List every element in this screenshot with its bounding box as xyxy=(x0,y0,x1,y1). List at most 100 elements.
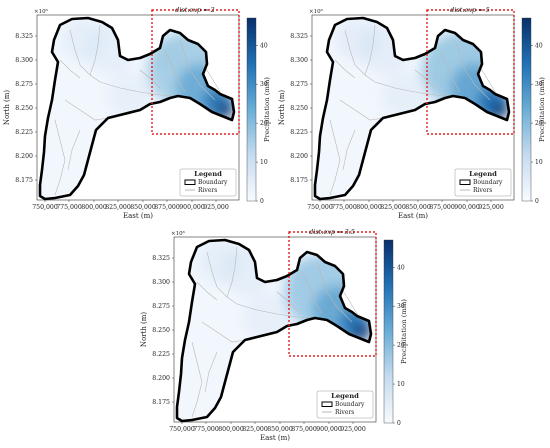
legend-boundary-swatch xyxy=(184,179,196,185)
colorbar-tick-label: 30 xyxy=(397,303,405,310)
y-tick-label: 8.325 xyxy=(15,33,33,40)
colorbar-tick-label: 0 xyxy=(535,198,539,205)
colorbar-tick-label: 40 xyxy=(260,42,268,49)
x-tick-label: 850,000 xyxy=(267,426,293,433)
map-svg: dist.exp = 2 ×10⁶ 8.325 8.300 8.275 8.250 8.22… xyxy=(3,6,271,220)
y-tick-label: 8.200 xyxy=(15,153,33,160)
y-tick-label: 8.325 xyxy=(290,33,308,40)
rivers-layer xyxy=(329,24,498,196)
y-tick-label: 8.200 xyxy=(152,375,170,382)
y-tick-label: 8.250 xyxy=(152,327,170,334)
x-tick-label: 900,000 xyxy=(454,204,480,211)
y-axis-label: North (m) xyxy=(140,312,148,348)
colorbar-tick-label: 30 xyxy=(535,81,543,88)
y-tick-label: 8.175 xyxy=(152,399,170,406)
y-tick-label: 8.175 xyxy=(290,177,308,184)
colorbar-label: Precipitation (mm) xyxy=(400,299,408,364)
x-tick-label: 925,000 xyxy=(478,204,504,211)
highlight-box xyxy=(288,231,377,357)
x-tick-label: 850,000 xyxy=(405,204,431,211)
x-tick-label: 775,000 xyxy=(56,204,82,211)
colorbar-label: Precipitation (mm) xyxy=(538,77,546,142)
legend-item-label: Rivers xyxy=(473,187,492,194)
y-axis-label: North (m) xyxy=(278,90,286,126)
colorbar-tick-label: 20 xyxy=(260,120,268,127)
legend-item-label: Rivers xyxy=(335,409,354,416)
rivers-layer xyxy=(191,246,360,418)
colorbar-tick-label: 10 xyxy=(535,159,543,166)
y-tick-label: 8.225 xyxy=(15,129,33,136)
map-panel-dist-exp-3-5: dist.exp = 3.5 ×10⁶ 8.325 8.300 8.275 8.250 8.… xyxy=(137,222,412,442)
legend-title: Legend xyxy=(331,392,359,400)
panel-title: dist.exp = 5 xyxy=(450,6,490,14)
x-tick-label: 925,000 xyxy=(203,204,229,211)
y-axis-multiplier: ×10⁶ xyxy=(171,230,186,237)
legend-item-label: Rivers xyxy=(198,187,217,194)
colorbar-tick-label: 10 xyxy=(260,159,268,166)
y-tick-label: 8.225 xyxy=(152,351,170,358)
rivers-layer xyxy=(54,24,223,196)
x-tick-label: 900,000 xyxy=(179,204,205,211)
x-tick-label: 800,000 xyxy=(218,426,244,433)
watershed-boundary xyxy=(38,16,236,201)
x-tick-label: 875,000 xyxy=(154,204,180,211)
highlight-box xyxy=(426,9,515,135)
x-tick-label: 775,000 xyxy=(331,204,357,211)
colorbar-tick-label: 0 xyxy=(260,198,264,205)
colorbar xyxy=(383,239,394,424)
x-tick-label: 750,000 xyxy=(307,204,333,211)
y-tick-label: 8.275 xyxy=(290,81,308,88)
colorbar-tick-label: 40 xyxy=(535,42,543,49)
watershed-boundary xyxy=(313,16,511,201)
colorbar xyxy=(246,17,257,202)
y-tick-label: 8.275 xyxy=(15,81,33,88)
colorbar-tick-label: 20 xyxy=(397,342,405,349)
legend-item-label: Boundary xyxy=(198,179,228,186)
x-tick-label: 750,000 xyxy=(169,426,195,433)
x-tick-label: 800,000 xyxy=(356,204,382,211)
x-tick-label: 850,000 xyxy=(130,204,156,211)
y-axis-label: North (m) xyxy=(3,90,11,126)
map-panel-dist-exp-5: dist.exp = 5 ×10⁶ 8.325 8.300 8.275 8.250 8.22… xyxy=(275,0,550,222)
colorbar-tick-label: 30 xyxy=(260,81,268,88)
legend-title: Legend xyxy=(469,170,497,178)
y-tick-label: 8.175 xyxy=(15,177,33,184)
legend-boundary-swatch xyxy=(321,401,333,407)
y-tick-label: 8.300 xyxy=(15,57,33,64)
panel-title: dist.exp = 3.5 xyxy=(309,228,355,236)
colorbar-label: Precipitation (mm) xyxy=(263,77,271,142)
x-tick-label: 875,000 xyxy=(429,204,455,211)
colorbar xyxy=(521,17,532,202)
colorbar-tick-label: 10 xyxy=(397,381,405,388)
y-tick-label: 8.250 xyxy=(290,105,308,112)
map-svg: dist.exp = 3.5 ×10⁶ 8.325 8.300 8.275 8.250 8.… xyxy=(140,228,408,442)
highlight-box xyxy=(151,9,240,135)
x-tick-label: 925,000 xyxy=(340,426,366,433)
y-tick-label: 8.275 xyxy=(152,303,170,310)
x-tick-label: 775,000 xyxy=(193,426,219,433)
x-axis-label: East (m) xyxy=(398,212,428,220)
colorbar-tick-label: 0 xyxy=(397,420,401,427)
y-axis-multiplier: ×10⁶ xyxy=(309,8,324,15)
x-axis-label: East (m) xyxy=(260,434,290,442)
map-svg: dist.exp = 5 ×10⁶ 8.325 8.300 8.275 8.250 8.22… xyxy=(278,6,546,220)
legend-boundary-swatch xyxy=(459,179,471,185)
legend-item-label: Boundary xyxy=(473,179,503,186)
panel-title: dist.exp = 2 xyxy=(175,6,215,14)
legend-title: Legend xyxy=(194,170,222,178)
y-tick-label: 8.200 xyxy=(290,153,308,160)
colorbar-tick-label: 20 xyxy=(535,120,543,127)
colorbar-tick-label: 40 xyxy=(397,264,405,271)
watershed-boundary xyxy=(175,238,373,423)
x-axis-label: East (m) xyxy=(123,212,153,220)
x-tick-label: 750,000 xyxy=(32,204,58,211)
map-panel-dist-exp-2: dist.exp = 2 ×10⁶ 8.325 8.300 8.275 8.250 8.22… xyxy=(0,0,275,222)
y-tick-label: 8.325 xyxy=(152,255,170,262)
legend-item-label: Boundary xyxy=(335,401,365,408)
x-tick-label: 825,000 xyxy=(380,204,406,211)
x-tick-label: 800,000 xyxy=(81,204,107,211)
y-axis-multiplier: ×10⁶ xyxy=(34,8,49,15)
